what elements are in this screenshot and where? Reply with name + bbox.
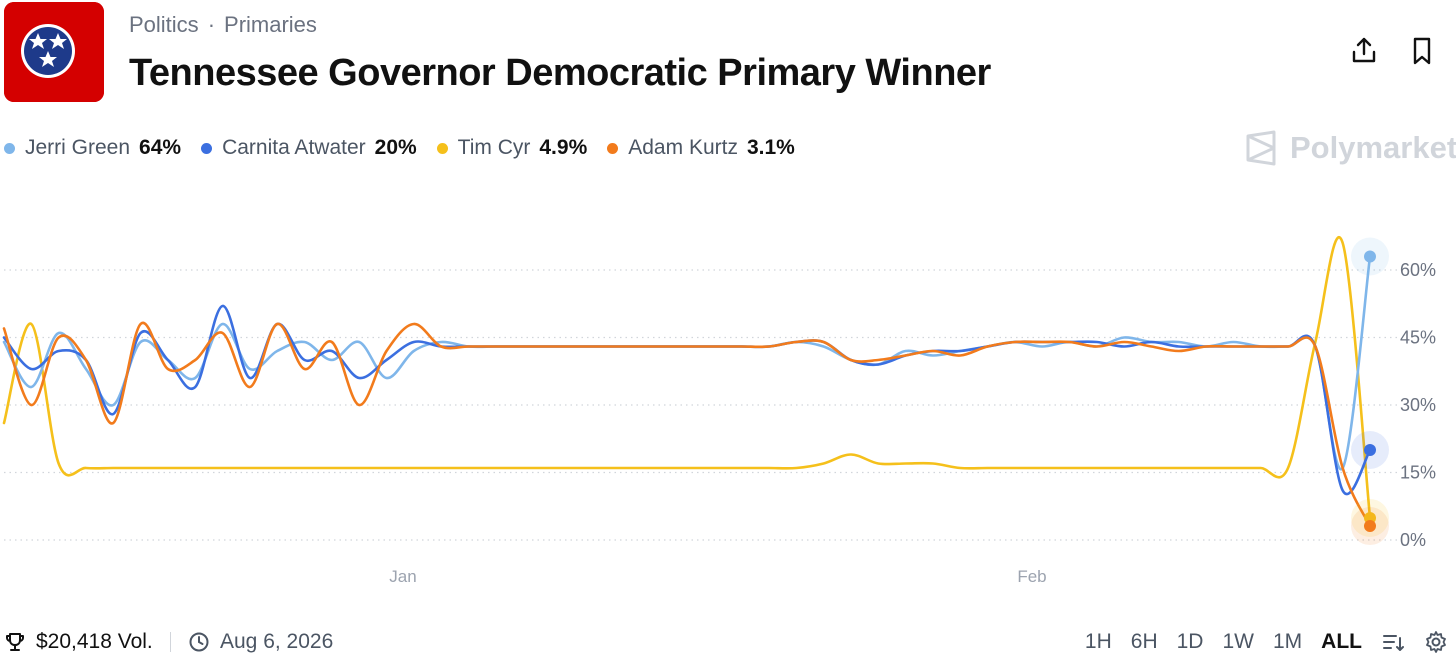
end-date: Aug 6, 2026 [188,630,333,654]
brand-name: Polymarket [1290,130,1456,165]
legend-name: Adam Kurtz [628,136,738,159]
bookmark-icon[interactable] [1408,36,1436,66]
legend-name: Tim Cyr [457,136,531,159]
range-6h[interactable]: 6H [1130,630,1158,653]
breadcrumb-primaries[interactable]: Primaries [224,12,317,37]
series-line-tim-cyr [2,236,1372,520]
range-1h[interactable]: 1H [1084,630,1112,653]
legend-pct: 4.9% [539,136,588,159]
breadcrumb: Politics · Primaries [129,12,317,38]
range-1d[interactable]: 1D [1176,630,1204,653]
y-tick-label: 15% [1400,463,1436,483]
y-tick-label: 0% [1400,530,1426,550]
legend-item-tim-cyr: Tim Cyr 4.9% [436,136,588,160]
y-tick-label: 60% [1400,260,1436,280]
legend-swatch [4,142,15,154]
legend-swatch [607,142,619,154]
chart-gridlines [4,269,1400,541]
volume: $20,418 Vol. [4,630,153,654]
endpoint-dot-jerri-green [1364,250,1376,263]
y-tick-label: 30% [1400,395,1436,415]
page-title: Tennessee Governor Democratic Primary Wi… [129,52,991,94]
x-tick-label: Jan [389,567,416,586]
chart-footer: $20,418 Vol. Aug 6, 2026 1H 6H 1D 1W 1M … [0,626,1456,658]
y-tick-label: 45% [1400,328,1436,348]
legend-swatch [201,142,213,154]
legend-name: Jerri Green [25,136,131,159]
trophy-icon [6,633,24,651]
top-actions [1350,36,1436,66]
legend-pct: 3.1% [746,136,795,159]
legend-swatch [436,142,448,154]
polymarket-logo-icon [1246,130,1276,166]
sort-icon[interactable] [1381,630,1405,654]
legend-item-adam-kurtz: Adam Kurtz 3.1% [607,136,795,160]
series-line-carnita-atwater [2,304,1372,496]
range-all[interactable]: ALL [1321,630,1362,653]
endpoint-dot-carnita-atwater [1364,444,1376,456]
legend-item-jerri-green: Jerri Green 64% [4,136,181,160]
legend-item-carnita-atwater: Carnita Atwater 20% [201,136,417,160]
legend-name: Carnita Atwater [222,136,366,159]
footer-divider [170,632,171,652]
series-line-adam-kurtz [2,321,1372,528]
time-range-selector: 1H 6H 1D 1W 1M ALL [1085,630,1448,654]
x-axis-ticks: Jan Feb [389,567,1046,586]
y-axis-ticks: 60% 45% 30% 15% 0% [1400,260,1436,550]
share-icon[interactable] [1350,36,1378,66]
series-line-jerri-green [2,255,1372,471]
chart-endpoints [1351,237,1389,546]
tennessee-flag-logo [4,2,104,102]
x-tick-label: Feb [1017,567,1046,586]
breadcrumb-politics[interactable]: Politics [129,12,199,37]
end-date-text: Aug 6, 2026 [220,630,334,653]
polymarket-watermark: Polymarket [1244,130,1456,166]
range-1m[interactable]: 1M [1272,630,1303,653]
range-1w[interactable]: 1W [1222,630,1254,653]
chart-legend: Jerri Green 64% Carnita Atwater 20% Tim Cy… [4,136,795,160]
clock-icon [189,632,209,652]
legend-pct: 64% [139,136,182,159]
settings-gear-icon[interactable] [1424,630,1448,654]
endpoint-dot-adam-kurtz [1364,520,1376,533]
volume-text: $20,418 Vol. [36,630,153,653]
chart-series-lines [2,236,1372,528]
legend-pct: 20% [374,136,417,159]
price-history-chart: 60% 45% 30% 15% 0% Jan Feb [2,236,1436,586]
breadcrumb-separator: · [207,12,216,37]
